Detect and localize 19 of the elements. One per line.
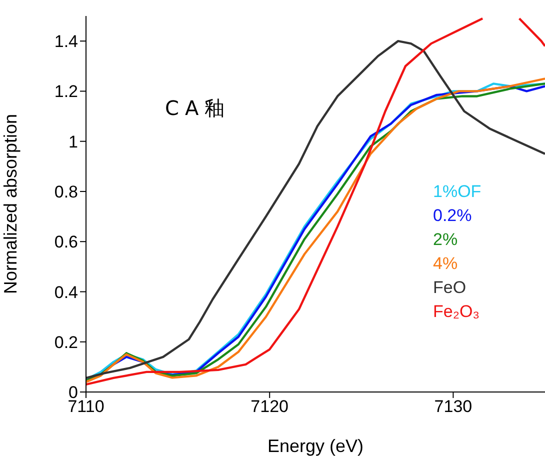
text: Fe₂O₃	[433, 301, 481, 323]
x-axis-title: Energy (eV)	[267, 436, 364, 456]
y-tick-label: 0.2	[54, 332, 78, 352]
text: 0.2%	[433, 205, 473, 227]
text: FeO	[433, 277, 468, 299]
x-tick-label: 7120	[250, 397, 289, 416]
text: 4%	[433, 253, 459, 275]
y-tick-label: 1.2	[54, 82, 78, 102]
x-tick-label: 7130	[434, 397, 472, 416]
text: 2%	[433, 229, 459, 251]
y-tick-label: 1.4	[54, 32, 78, 52]
y-tick-label: 0.8	[54, 182, 78, 202]
y-axis-title: Normalized absorption	[0, 114, 20, 294]
y-tick-label: 1	[68, 132, 78, 152]
text: 1%OF	[433, 181, 482, 203]
annotation: CA釉	[165, 95, 231, 122]
y-tick-label: 0.4	[54, 282, 78, 302]
y-tick-label: 0.6	[54, 232, 78, 252]
x-tick-label: 7110	[68, 397, 104, 416]
